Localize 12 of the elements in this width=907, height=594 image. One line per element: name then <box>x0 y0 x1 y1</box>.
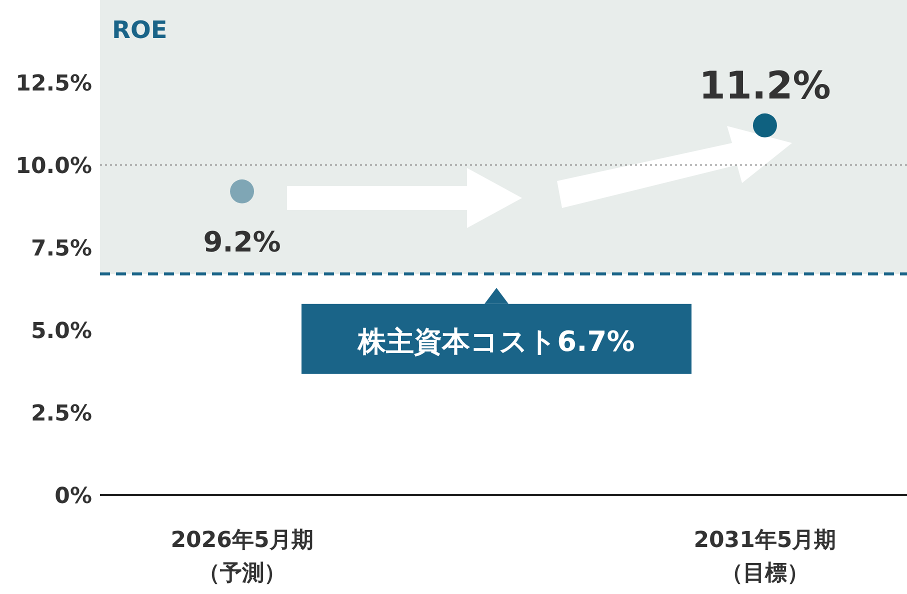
data-label: 9.2% <box>203 225 281 258</box>
y-tick-label: 12.5% <box>16 72 92 96</box>
y-tick-label: 10.0% <box>16 154 92 179</box>
y-tick-label: 0% <box>54 484 92 509</box>
text: ROE <box>112 16 168 44</box>
y-tick-label: 2.5% <box>30 402 92 426</box>
data-label: 11.2% <box>699 63 831 108</box>
y-tick-label: 5.0% <box>30 319 92 344</box>
legend-label: 株主資本コスト6.7% <box>357 324 635 358</box>
x-tick-label: 2026年5月期（予測） <box>170 528 314 586</box>
x-tick-label: 2031年5月期（目標） <box>694 528 836 586</box>
y-tick-label: 7.5% <box>30 236 92 262</box>
